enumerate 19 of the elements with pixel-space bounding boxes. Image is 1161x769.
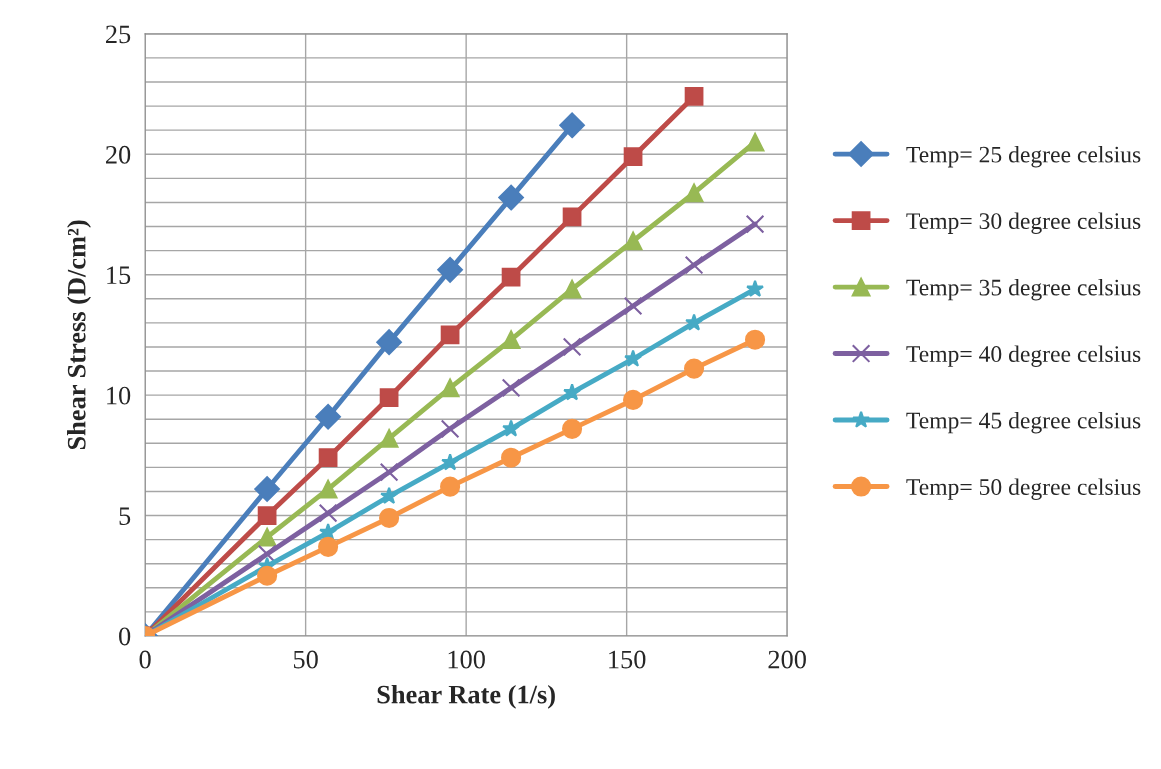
y-tick-label: 5 (119, 507, 131, 525)
legend-label: Temp= 45 degree celsius (906, 411, 1141, 434)
x-axis-title: Shear Rate (1/s) (377, 684, 555, 709)
y-tick-label: 15 (107, 266, 131, 285)
y-tick-label: 25 (106, 25, 131, 44)
legend-label: Temp= 30 degree celsius (906, 212, 1141, 234)
x-tick-label: 50 (293, 650, 318, 669)
y-axis-title: Shear Stress (D/cm²) (67, 220, 91, 450)
legend-label: Temp= 40 degree celsius (906, 345, 1141, 367)
legend-label: Temp= 50 degree celsius (906, 478, 1141, 500)
y-tick-label: 20 (106, 145, 131, 164)
x-tick-label: 100 (448, 650, 485, 669)
y-tick-label: 0 (119, 627, 131, 646)
legend-label: Temp= 35 degree celsius (906, 278, 1141, 301)
x-tick-label: 0 (139, 650, 151, 669)
legend-label: Temp= 25 degree celsius (906, 145, 1141, 168)
y-tick-label: 10 (107, 386, 131, 405)
x-tick-label: 150 (609, 650, 646, 669)
x-tick-label: 200 (768, 650, 806, 669)
